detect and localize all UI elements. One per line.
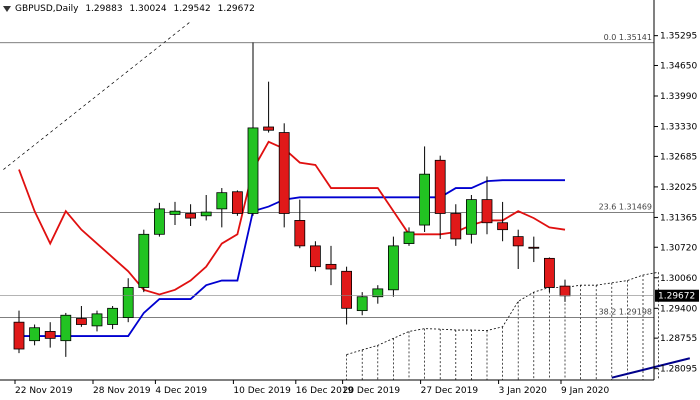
current-price-label: 1.29672 [658,292,695,302]
price-axis: 1.35295 1.34650 1.33990 1.33330 1.32685 1.320… [0,0,699,381]
bull-candle[interactable] [60,314,72,342]
fibonacci-levels[interactable]: 0.0 1.35141 23.6 1.31469 38.2 1.29198 [0,33,654,319]
bull-candle[interactable] [247,127,259,214]
indicator-lines [18,140,566,337]
y-tick-label: 1.34650 [660,61,697,71]
bear-candle[interactable] [185,213,197,219]
ichimoku-cloud [3,21,691,380]
time-axis: 22 Nov 2019 28 Nov 2019 4 Dec 2019 10 Dec 2… [14,380,609,396]
bear-candle[interactable] [528,246,540,249]
high-value: 1.30024 [129,4,167,14]
bull-candle[interactable] [29,327,41,342]
y-tick-label: 1.31365 [660,213,697,223]
y-tick-label: 1.33330 [660,123,697,133]
bear-candle[interactable] [278,132,290,214]
x-tick-label: 22 Nov 2019 [15,386,73,396]
fib-level-label: 23.6 1.31469 [599,203,652,212]
chart-info-bar: GBPUSD,Daily 1.29883 1.30024 1.29542 1.2… [3,4,259,14]
x-tick-label: 20 Dec 2019 [343,386,401,396]
bear-candle[interactable] [325,263,337,270]
bear-candle[interactable] [341,270,353,309]
bull-candle[interactable] [403,231,415,244]
x-tick-label: 10 Dec 2019 [233,386,291,396]
y-tick-label: 1.28755 [660,334,697,344]
bull-candle[interactable] [465,199,477,235]
current-price-badge [655,289,699,302]
dashed-trend-line [3,21,191,170]
bear-candle[interactable] [294,220,306,247]
y-tick-label: 1.30720 [660,243,697,253]
low-value: 1.29542 [173,4,211,14]
x-tick-label: 4 Dec 2019 [155,386,207,396]
bear-candle[interactable] [512,236,524,247]
bear-candle[interactable] [481,199,493,224]
bull-candle[interactable] [419,173,431,226]
bull-candle[interactable] [216,192,228,210]
x-tick-label: 27 Dec 2019 [421,386,479,396]
bear-candle[interactable] [231,191,243,214]
cloud-boundary [346,271,659,355]
close-value: 1.29672 [217,4,255,14]
y-tick-label: 1.33990 [660,92,697,102]
bear-candle[interactable] [450,213,462,240]
symbol-label: GBPUSD,Daily [15,4,79,14]
bull-candle[interactable] [153,208,165,235]
bear-candle[interactable] [559,285,571,297]
lower-trend-line [611,357,691,379]
bull-candle[interactable] [107,307,118,325]
y-tick-label: 1.32025 [660,183,697,193]
x-tick-label: 3 Jan 2020 [499,386,547,396]
bear-candle[interactable] [544,257,555,288]
bull-candle[interactable] [387,245,399,291]
bull-candle[interactable] [372,288,384,298]
y-tick-label: 1.28095 [660,365,697,375]
bull-candle[interactable] [91,313,103,327]
y-tick-label: 1.35295 [660,32,697,42]
bear-candle[interactable] [497,222,509,231]
symbol-dropdown-icon[interactable] [3,5,11,12]
fib-level-label: 38.2 1.29198 [599,308,652,317]
bull-candle[interactable] [138,233,150,288]
bear-candle[interactable] [76,318,87,325]
y-tick-label: 1.32685 [660,152,697,162]
bear-candle[interactable] [263,126,275,131]
open-value: 1.29883 [85,4,123,14]
y-tick-label: 1.29400 [660,304,697,314]
bull-candle[interactable] [122,287,134,318]
bear-candle[interactable] [309,245,321,268]
x-tick-label: 16 Dec 2019 [296,386,354,396]
bull-candle[interactable] [356,296,368,312]
bull-candle[interactable] [200,211,212,217]
y-tick-label: 1.30060 [660,274,697,284]
x-tick-label: 28 Nov 2019 [93,386,151,396]
candlesticks[interactable] [13,42,571,357]
fib-level-label: 0.0 1.35141 [604,33,652,42]
bear-candle[interactable] [13,321,25,350]
bull-candle[interactable] [169,210,181,215]
x-tick-label: 9 Jan 2020 [561,386,609,396]
bear-candle[interactable] [44,331,56,339]
bear-candle[interactable] [434,159,446,214]
blue-indicator-line [19,179,565,337]
